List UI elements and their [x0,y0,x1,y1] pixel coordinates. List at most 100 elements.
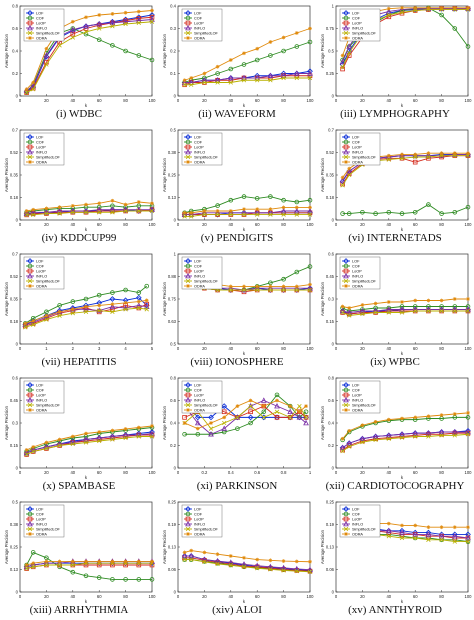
y-tick-label: 0.2 [170,49,176,54]
legend-label: LOF [36,11,44,15]
data-point [70,307,75,312]
data-point [57,303,62,308]
x-tick-label: 40 [386,594,391,599]
data-point [241,564,247,569]
data-point [452,412,457,416]
x-tick-label: 0 [19,222,22,227]
y-axis-label: Average Precision [320,33,325,68]
data-point [24,566,29,571]
data-point [412,429,419,436]
data-point [346,440,353,446]
data-point [123,300,128,305]
data-point [136,20,141,26]
y-axis-label: Average Precision [4,405,9,440]
line-chart: 0 0.2 0.4 0.6 0.8 1 0 0.2 0.4 0.6 0.8 Average Preci… [162,376,312,476]
data-point [57,43,62,48]
legend-label: SimplifiedLOF [194,279,219,283]
data-point [57,211,62,216]
data-point [241,212,247,217]
data-point [110,24,115,29]
data-point [255,566,260,571]
data-point [136,434,141,439]
data-point [360,439,365,445]
y-tick-label: 0.18 [326,195,335,200]
y-axis-label: Average Precision [4,281,9,316]
legend-label: LOF [352,259,360,263]
data-point [24,452,29,457]
legend-label: LoOP [352,517,362,521]
data-point [307,264,313,269]
legend-label: INFLO [194,522,205,526]
data-point [70,203,75,208]
data-point [189,82,194,87]
data-point [149,208,155,214]
x-tick-label: 20 [202,222,207,227]
data-point [268,284,273,289]
data-point [438,428,445,435]
data-point [182,557,187,562]
series-line [342,309,468,313]
data-point [182,550,187,555]
data-point [202,71,207,76]
data-point [466,525,470,530]
legend-label: SimplifiedLOF [352,31,377,35]
data-point [254,196,260,201]
x-axis-label: k [243,351,246,356]
series-odra [182,205,312,215]
data-point [268,567,273,572]
series-simplifiedlof [182,557,313,575]
y-axis-label: Average Precision [320,281,325,316]
series-odra [23,298,149,326]
x-tick-label: 3 [98,346,101,351]
legend-marker [27,402,33,408]
x-tick-label: 4 [124,346,127,351]
y-tick-label: 0.6 [170,398,176,403]
data-point [83,210,89,215]
y-tick-label: 0.6 [12,26,18,31]
data-point [452,539,457,544]
data-point [188,552,195,559]
data-point [308,26,312,31]
data-point [70,562,75,568]
data-point [281,197,286,203]
x-tick-label: 60 [255,98,260,103]
x-tick-label: 0.6 [254,470,260,475]
x-tick-label: 0 [177,98,180,103]
data-point [373,310,378,315]
data-point [83,436,89,442]
legend-label: LOF [36,259,44,263]
data-point [439,537,444,542]
y-tick-label: 0.2 [170,443,176,448]
data-point [24,87,29,92]
series-line [184,73,310,83]
data-point [385,432,392,438]
data-point [215,203,220,208]
x-tick-label: 100 [465,594,473,599]
data-point [234,414,241,420]
data-point [136,200,141,204]
legend-label: ODRA [36,36,47,40]
data-point [70,441,75,447]
data-point [84,202,88,207]
legend-marker [185,272,191,279]
data-point [426,151,431,156]
data-point [123,48,128,54]
legend-marker [343,506,349,512]
data-point [143,303,150,310]
data-point [452,433,457,438]
data-point [97,13,102,17]
data-point [400,523,404,528]
x-tick-label: 80 [281,594,286,599]
x-tick-label: 0 [19,470,22,475]
data-point [360,423,365,428]
data-point [215,552,220,557]
data-point [70,31,76,37]
data-point [275,398,279,403]
data-point [31,80,36,85]
chart-panel: 0 20 40 60 80 100 0 0.25 0.5 0.75 1 k Average Precis… [316,0,474,124]
data-point [136,290,142,295]
y-axis-label: Average Precision [320,405,325,440]
legend-marker [27,24,33,31]
